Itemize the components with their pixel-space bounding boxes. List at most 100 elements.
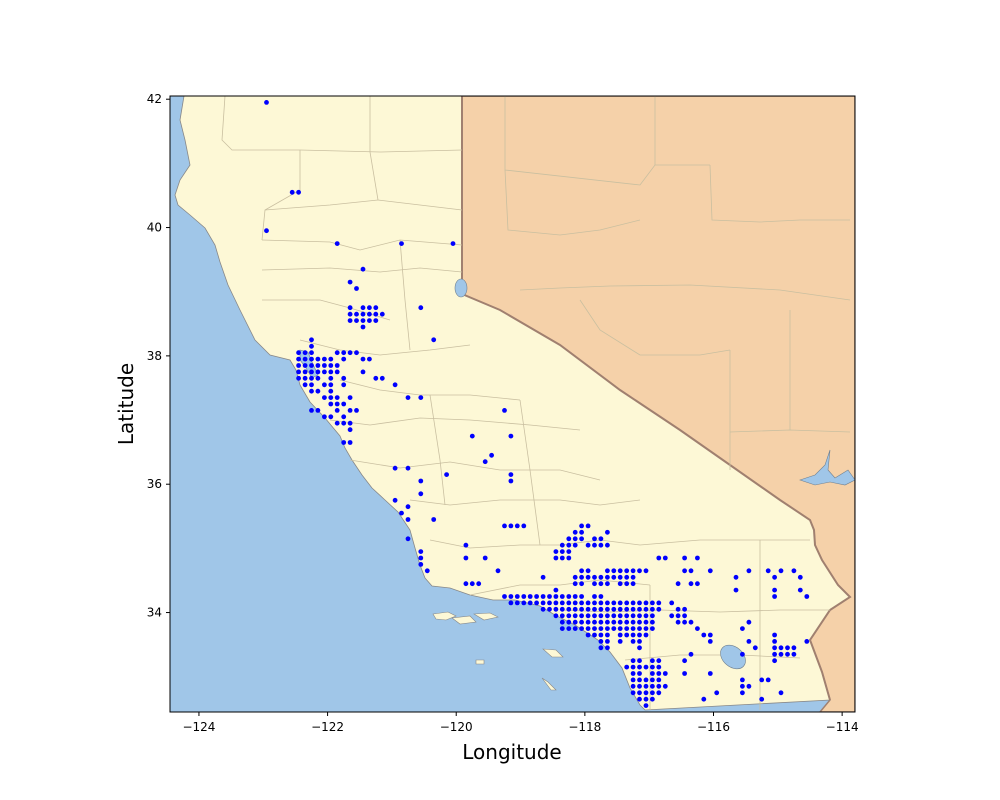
scatter-point <box>759 677 765 683</box>
scatter-point <box>650 671 655 676</box>
scatter-point <box>675 619 681 625</box>
scatter-point <box>605 632 610 638</box>
scatter-point <box>585 574 591 580</box>
scatter-point <box>682 671 687 676</box>
scatter-point <box>566 613 572 619</box>
scatter-point <box>354 286 359 291</box>
scatter-point <box>772 594 777 599</box>
scatter-point <box>347 305 353 311</box>
scatter-point <box>347 440 353 445</box>
scatter-point <box>315 408 321 413</box>
scatter-point <box>373 311 379 317</box>
scatter-point <box>656 683 662 689</box>
scatter-point <box>508 433 514 439</box>
scatter-point <box>322 414 327 420</box>
scatter-point <box>707 671 713 676</box>
scatter-point <box>637 632 642 638</box>
san-nicolas-island <box>475 659 485 665</box>
scatter-point <box>334 369 340 375</box>
scatter-point <box>617 639 623 644</box>
scatter-point <box>682 568 687 574</box>
scatter-point <box>598 639 604 644</box>
scatter-point <box>785 651 790 657</box>
scatter-point <box>643 677 649 683</box>
scatter-point <box>347 420 353 426</box>
scatter-point <box>309 408 314 413</box>
scatter-point <box>476 581 482 587</box>
scatter-point <box>733 574 739 580</box>
scatter-point <box>643 626 649 631</box>
scatter-point <box>521 594 527 599</box>
scatter-point <box>585 632 591 638</box>
scatter-point <box>585 613 591 619</box>
scatter-point <box>373 318 379 323</box>
scatter-point <box>765 568 771 574</box>
scatter-point <box>605 574 610 580</box>
scatter-point <box>328 395 334 400</box>
scatter-point <box>431 517 437 522</box>
scatter-point <box>669 600 675 606</box>
scatter-point <box>746 639 752 644</box>
scatter-point <box>418 549 424 554</box>
scatter-point <box>514 523 520 529</box>
scatter-point <box>605 639 610 644</box>
scatter-point <box>682 606 687 612</box>
scatter-point <box>598 606 604 612</box>
scatter-point <box>572 536 578 542</box>
scatter-point <box>463 542 469 548</box>
scatter-point <box>328 363 334 368</box>
scatter-point <box>592 536 597 542</box>
scatter-point <box>643 664 649 670</box>
scatter-point <box>315 375 321 381</box>
neighbor-boundaries <box>504 96 851 470</box>
axes-frame <box>169 95 856 713</box>
scatter-point <box>643 696 649 702</box>
scatter-point <box>579 606 584 612</box>
scatter-point <box>559 542 565 548</box>
scatter-point <box>624 606 630 612</box>
map-area[interactable] <box>170 96 855 712</box>
scatter-point <box>296 350 301 356</box>
scatter-point <box>527 600 533 606</box>
scatter-point <box>482 459 488 465</box>
scatter-point <box>605 542 610 548</box>
scatter-point <box>650 619 655 625</box>
scatter-point <box>508 594 514 599</box>
scatter-point <box>379 311 385 317</box>
scatter-point <box>617 581 623 587</box>
scatter-point <box>579 574 584 580</box>
scatter-point <box>289 189 295 195</box>
scatter-point <box>662 555 668 561</box>
scatter-point <box>354 311 359 317</box>
scatter-point <box>309 382 314 388</box>
scatter-point <box>334 241 340 247</box>
scatter-point <box>399 241 404 247</box>
scatter-point <box>605 645 610 651</box>
scatter-point <box>334 363 340 368</box>
scatter-point <box>418 562 424 567</box>
scatter-point <box>585 568 591 574</box>
scatter-point <box>572 606 578 612</box>
scatter-point <box>682 555 687 561</box>
scatter-point <box>379 375 385 381</box>
scatter-point <box>624 600 630 606</box>
scatter-point <box>791 568 797 574</box>
scatter-point <box>630 677 636 683</box>
scatter-point <box>675 613 681 619</box>
scatter-point <box>585 523 591 529</box>
scatter-point <box>405 536 411 542</box>
scatter-point <box>341 414 347 420</box>
scatter-point <box>740 690 745 696</box>
scatter-point <box>347 350 353 356</box>
scatter-point <box>662 683 668 689</box>
y-tick-label: 38 <box>147 349 162 363</box>
scatter-point <box>302 350 308 356</box>
scatter-point <box>341 356 347 362</box>
scatter-point <box>322 363 327 368</box>
scatter-point <box>637 619 642 625</box>
scatter-point <box>360 266 366 272</box>
scatter-point <box>508 478 514 484</box>
scatter-point <box>572 529 578 535</box>
scatter-point <box>502 594 507 599</box>
scatter-point <box>585 542 591 548</box>
